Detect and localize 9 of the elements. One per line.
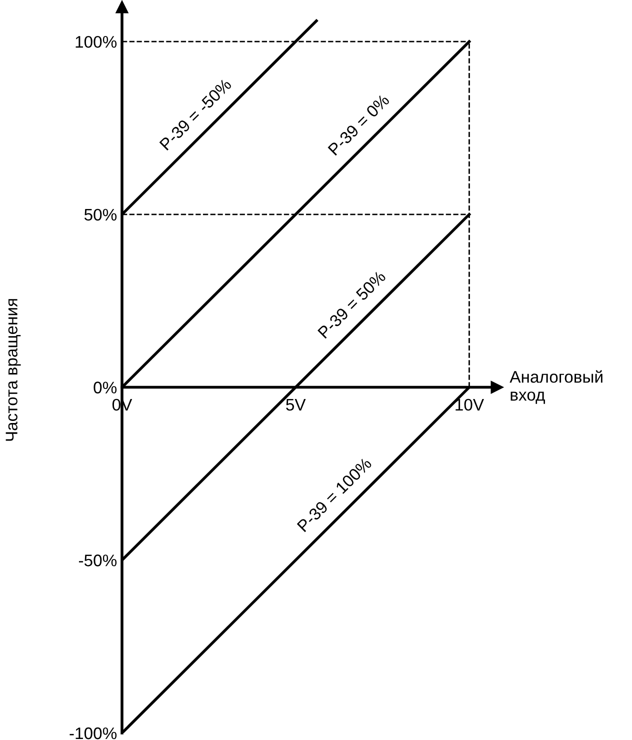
x-tick-label: 5V <box>286 399 306 411</box>
y-tick-label: 50% <box>84 208 117 221</box>
y-tick-label: -100% <box>70 727 117 740</box>
y-tick-label: 0% <box>94 382 117 394</box>
x-axis-title: Аналоговый вход <box>510 370 602 404</box>
x-tick-label: 10V <box>456 398 484 411</box>
y-axis-title: Частота вращения <box>6 299 21 441</box>
y-tick-label: 100% <box>76 36 117 48</box>
y-tick-label: -50% <box>78 554 117 566</box>
